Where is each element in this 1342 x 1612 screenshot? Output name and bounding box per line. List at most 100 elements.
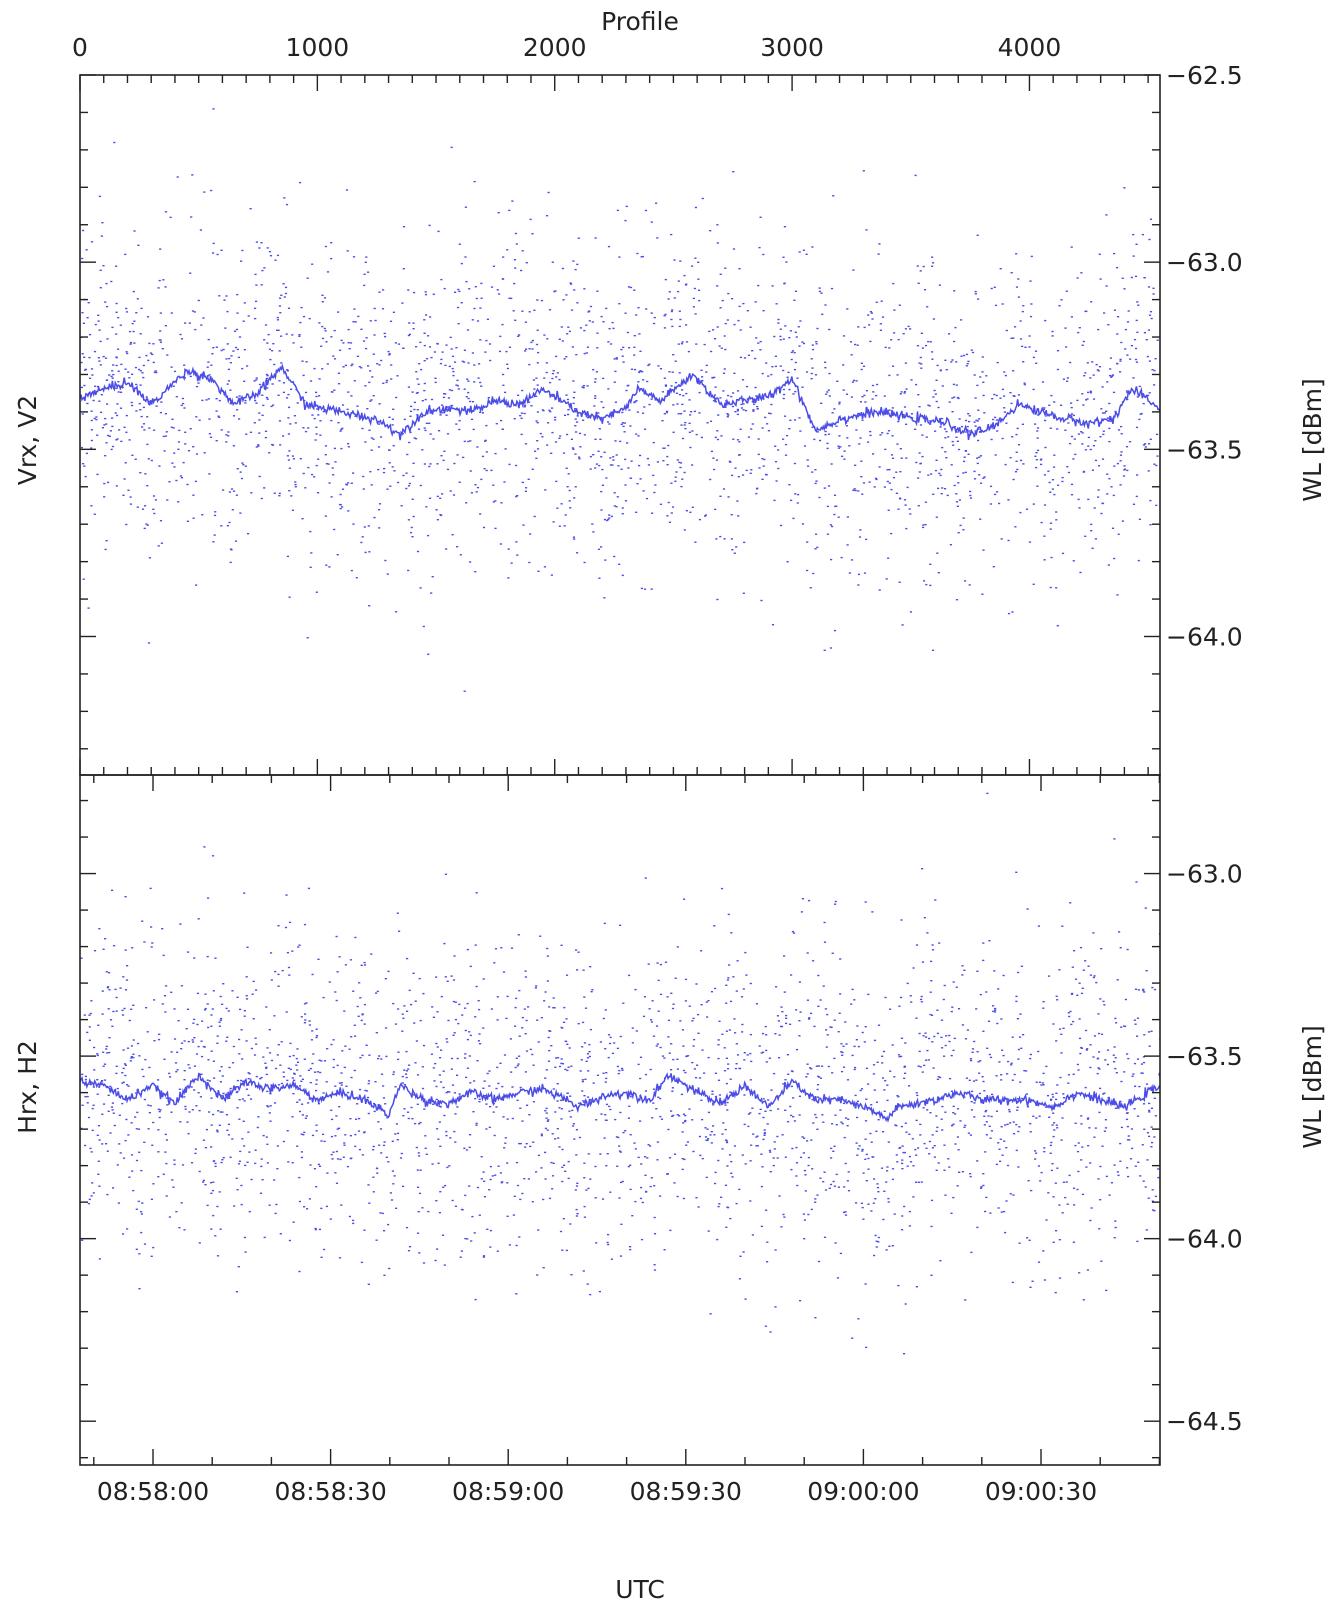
scatter-point xyxy=(314,1228,317,1231)
scatter-point xyxy=(175,1211,178,1213)
scatter-point xyxy=(1098,253,1101,255)
scatter-point xyxy=(147,1128,150,1130)
scatter-point xyxy=(290,495,293,497)
scatter-point xyxy=(387,970,390,973)
scatter-point xyxy=(303,1131,306,1134)
scatter-point xyxy=(102,1065,105,1067)
scatter-point xyxy=(1157,1168,1160,1170)
scatter-point xyxy=(86,1031,89,1034)
scatter-point xyxy=(369,471,372,473)
scatter-point xyxy=(628,409,631,411)
scatter-point xyxy=(982,381,985,383)
scatter-point xyxy=(323,327,326,330)
scatter-point xyxy=(996,1022,999,1025)
scatter-point xyxy=(106,1052,109,1054)
scatter-point xyxy=(546,1120,549,1122)
scatter-point xyxy=(622,1131,625,1134)
scatter-point xyxy=(274,1067,278,1070)
scatter-point xyxy=(292,1093,295,1095)
scatter-point xyxy=(536,1019,539,1021)
scatter-point xyxy=(671,506,675,508)
scatter-point xyxy=(1112,494,1115,497)
scatter-point xyxy=(1049,522,1053,524)
scatter-point xyxy=(184,1086,188,1089)
scatter-point xyxy=(317,414,320,416)
scatter-point xyxy=(321,368,324,370)
scatter-point xyxy=(986,792,989,795)
scatter-point xyxy=(1035,466,1038,469)
scatter-point xyxy=(1079,946,1083,949)
scatter-point xyxy=(574,408,577,410)
scatter-point xyxy=(247,1094,250,1096)
scatter-point xyxy=(227,368,230,371)
scatter-point xyxy=(555,376,558,378)
scatter-point xyxy=(904,328,907,330)
scatter-point xyxy=(372,1149,375,1151)
scatter-point xyxy=(739,1255,742,1257)
scatter-point xyxy=(657,1010,660,1012)
scatter-point xyxy=(787,1121,790,1123)
scatter-point xyxy=(801,386,804,388)
scatter-point xyxy=(870,1104,873,1106)
scatter-point xyxy=(883,1190,886,1192)
scatter-point xyxy=(979,376,982,378)
scatter-point xyxy=(1005,1147,1008,1149)
scatter-point xyxy=(546,980,549,982)
scatter-point xyxy=(890,488,893,491)
scatter-point xyxy=(473,180,476,183)
scatter-point xyxy=(691,506,694,508)
scatter-point xyxy=(86,317,89,319)
scatter-point xyxy=(1081,393,1084,395)
scatter-point xyxy=(608,1105,611,1108)
scatter-point xyxy=(271,383,274,385)
scatter-point xyxy=(269,1120,272,1122)
scatter-point xyxy=(647,963,650,965)
scatter-point xyxy=(355,1118,358,1120)
scatter-point xyxy=(1107,564,1110,566)
scatter-point xyxy=(731,549,734,551)
scatter-point xyxy=(1013,1133,1016,1135)
scatter-point xyxy=(445,1038,448,1040)
scatter-point xyxy=(536,329,539,331)
scatter-point xyxy=(389,1192,392,1194)
scatter-point xyxy=(1035,459,1038,461)
scatter-point xyxy=(1116,462,1119,465)
scatter-point xyxy=(1049,1144,1052,1147)
scatter-point xyxy=(608,423,611,425)
scatter-point xyxy=(468,1185,471,1187)
scatter-point xyxy=(886,1099,889,1102)
scatter-point xyxy=(383,332,386,335)
scatter-point xyxy=(365,1090,369,1092)
scatter-point xyxy=(556,1128,559,1130)
scatter-point xyxy=(534,450,537,452)
scatter-point xyxy=(958,418,961,420)
scatter-point xyxy=(544,1077,547,1079)
scatter-point xyxy=(149,887,152,890)
scatter-point xyxy=(409,431,412,433)
scatter-point xyxy=(516,1099,519,1101)
scatter-point xyxy=(115,364,118,367)
scatter-point xyxy=(1015,286,1019,288)
scatter-point xyxy=(364,441,367,443)
scatter-point xyxy=(330,257,333,260)
scatter-point xyxy=(583,352,586,355)
scatter-point xyxy=(464,1237,467,1240)
scatter-point xyxy=(598,464,601,467)
scatter-point xyxy=(677,290,680,293)
scatter-point xyxy=(770,1089,773,1091)
scatter-point xyxy=(197,918,200,920)
scatter-point xyxy=(157,287,160,289)
scatter-point xyxy=(540,1134,543,1137)
scatter-point xyxy=(369,320,372,322)
scatter-point xyxy=(725,1030,728,1032)
scatter-point xyxy=(145,1007,148,1009)
scatter-point xyxy=(221,1095,224,1097)
scatter-point xyxy=(399,1157,403,1159)
scatter-point xyxy=(272,343,275,345)
scatter-point xyxy=(323,297,327,299)
scatter-point xyxy=(681,437,685,440)
scatter-point xyxy=(1042,1072,1045,1075)
scatter-point xyxy=(177,501,180,503)
scatter-point xyxy=(210,1014,213,1016)
scatter-point xyxy=(574,486,577,488)
